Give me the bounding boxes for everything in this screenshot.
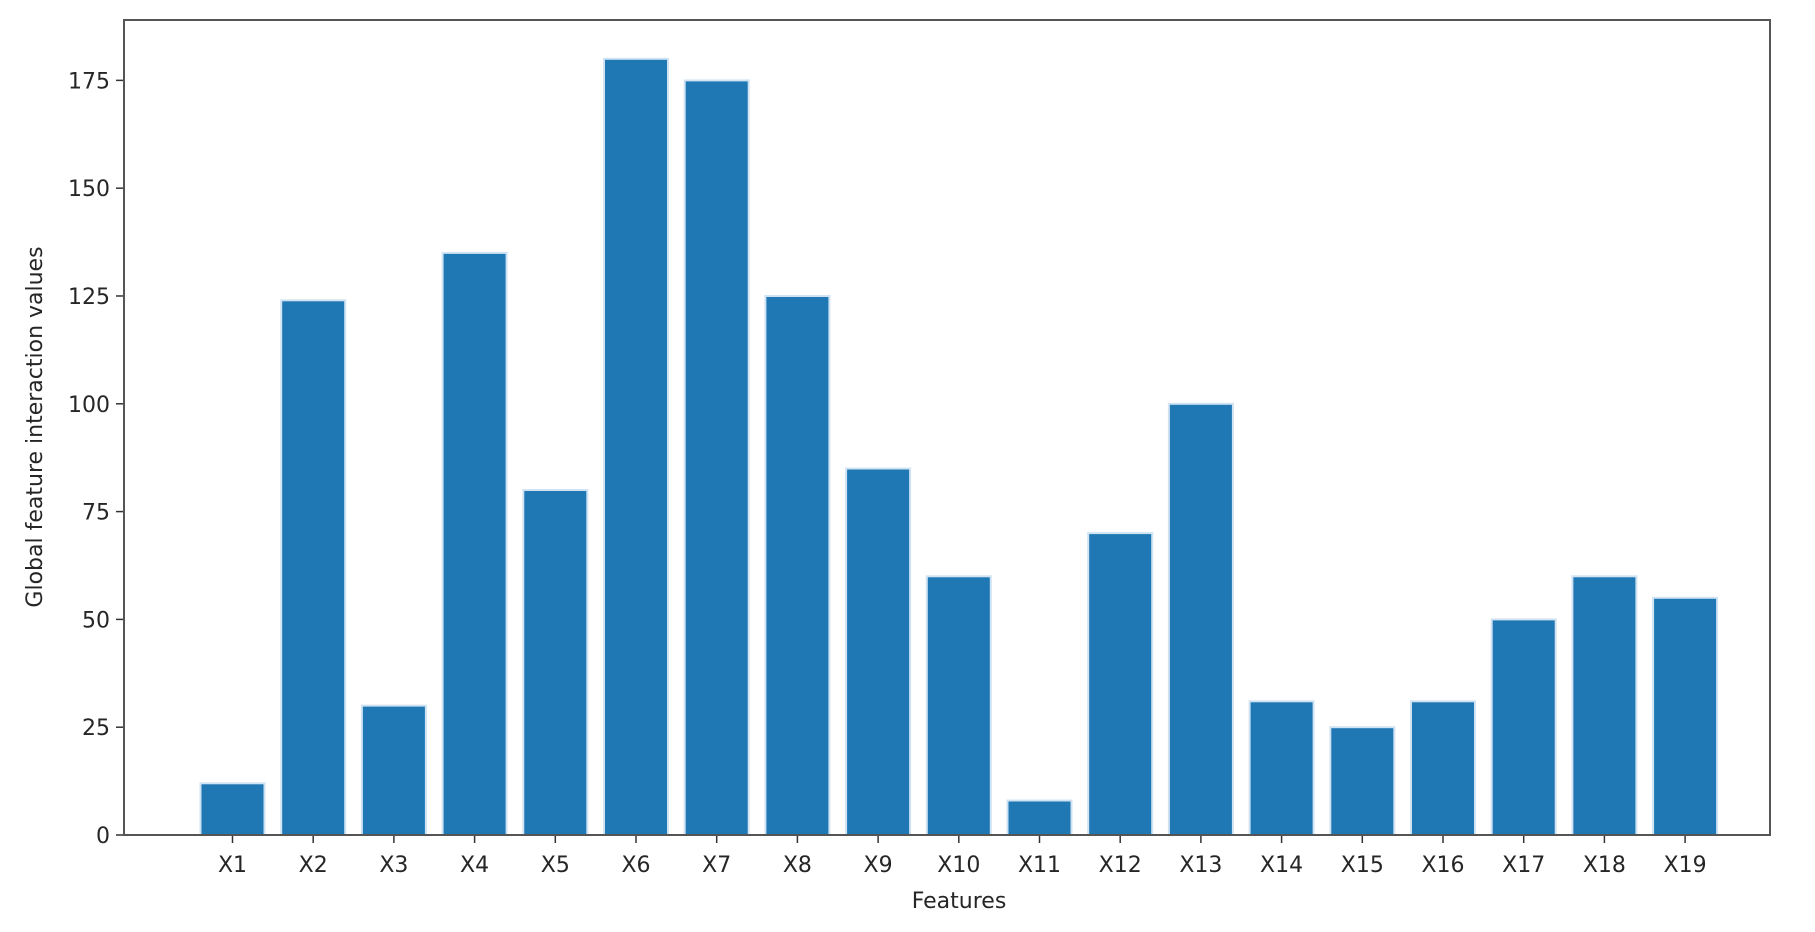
y-tick-label: 25	[82, 716, 110, 741]
bar-x2	[280, 299, 347, 836]
x-tick-label: X10	[937, 853, 980, 878]
x-tick-label: X19	[1664, 853, 1707, 878]
bar-x1	[199, 782, 266, 836]
x-tick-label: X4	[460, 853, 489, 878]
x-tick-label: X3	[379, 853, 408, 878]
x-tick-label: X13	[1179, 853, 1222, 878]
x-tick-label: X5	[541, 853, 570, 878]
bar-x10	[925, 575, 992, 836]
bar-x4	[441, 251, 508, 836]
bar-x15	[1329, 726, 1396, 837]
bar-x8	[764, 295, 831, 836]
plot-frame	[123, 19, 1771, 836]
y-axis-ticks: 0 25 50 75 100 125 150 175	[68, 69, 124, 849]
x-tick-label: X7	[702, 853, 731, 878]
bar-x5	[522, 489, 589, 836]
y-tick-label: 100	[68, 393, 110, 418]
bar-x7	[683, 79, 750, 836]
bar-x19	[1652, 596, 1719, 836]
y-tick-label: 150	[68, 177, 110, 202]
x-tick-label: X6	[621, 853, 650, 878]
y-tick-label: 125	[68, 285, 110, 310]
x-tick-label: X1	[218, 853, 247, 878]
bar-x18	[1571, 575, 1638, 836]
y-tick-label: 0	[96, 824, 110, 849]
x-tick-label: X16	[1421, 853, 1464, 878]
bar-x13	[1167, 402, 1234, 836]
y-tick-label: 175	[68, 69, 110, 94]
x-axis-label: Features	[912, 889, 1007, 914]
bar-x11	[1006, 799, 1073, 836]
bar-x14	[1248, 700, 1315, 836]
bar-x9	[845, 467, 912, 836]
y-axis-label: Global feature interaction values	[23, 246, 48, 607]
x-tick-label: X12	[1099, 853, 1142, 878]
x-axis-ticks: X1 X2 X3 X4 X5 X6 X7 X8 X9 X10 X11 X12 X13 X14 X15 X16 X…	[218, 835, 1707, 878]
bar-x12	[1087, 532, 1154, 836]
y-tick-label: 50	[82, 608, 110, 633]
x-tick-label: X11	[1018, 853, 1061, 878]
bar-x17	[1490, 618, 1557, 837]
x-tick-label: X8	[783, 853, 812, 878]
x-tick-label: X17	[1502, 853, 1545, 878]
x-tick-label: X9	[864, 853, 893, 878]
x-tick-label: X2	[299, 853, 328, 878]
y-tick-label: 75	[82, 501, 110, 526]
x-tick-label: X15	[1341, 853, 1384, 878]
bar-x16	[1410, 700, 1476, 836]
x-tick-label: X18	[1583, 853, 1626, 878]
x-tick-label: X14	[1260, 853, 1303, 878]
bars-group	[199, 57, 1719, 837]
bar-x3	[360, 704, 427, 836]
bar-x6	[603, 57, 669, 837]
